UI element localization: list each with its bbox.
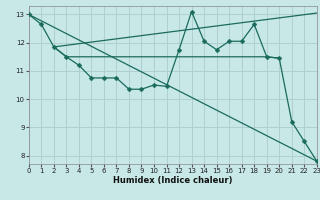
X-axis label: Humidex (Indice chaleur): Humidex (Indice chaleur) bbox=[113, 176, 233, 185]
